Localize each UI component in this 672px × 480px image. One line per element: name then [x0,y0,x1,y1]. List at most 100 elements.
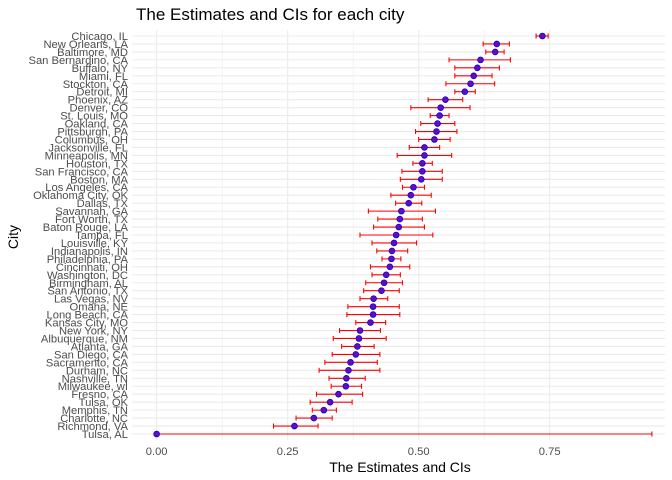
y-tick-label: Stockton, CA [63,79,129,91]
y-tick-label: Houston, TX [66,158,129,170]
estimate-point [407,191,415,199]
estimate-point [396,215,404,223]
estimate-point [386,263,394,271]
y-tick-label: San Bernardino, CA [28,55,128,67]
estimate-point [291,422,298,430]
estimate-point [380,279,388,287]
estimate-point [474,64,481,72]
y-tick-label: Tulsa, AL [82,429,128,441]
estimate-point [461,88,469,96]
estimate-point [356,327,364,334]
estimate-point [347,359,354,366]
estimate-point [367,319,374,326]
y-tick-label: Memphis, TN [62,405,128,417]
estimate-point [153,430,160,438]
estimate-point [342,382,350,390]
estimate-point [326,398,334,406]
y-tick-label: Tampa, FL [75,230,128,242]
y-tick-label: Milwaukee, wI [58,381,128,393]
y-tick-label: Minneapolis, MN [45,150,128,162]
y-tick-label: Boston, MA [70,174,128,186]
y-tick-label: Chicago, IL [71,31,128,43]
estimate-point [388,247,396,255]
estimate-point [310,414,318,422]
y-tick-label: New Orleans, LA [43,39,128,51]
y-tick-label: Las Vegas, NV [54,294,129,306]
estimate-point [421,152,428,159]
y-tick-label: Jacksonville, FL [48,142,128,154]
y-tick-label: St. Louis, MO [60,111,128,123]
estimate-point [419,160,426,167]
x-tick-label: 0.50 [408,446,430,458]
y-tick-label: Phoenix, AZ [68,95,128,107]
y-tick-label: Cincinnati, OH [56,262,128,274]
y-tick-label: Louisville, KY [61,238,129,250]
estimate-point [390,239,398,247]
estimate-point [467,80,474,88]
estimate-point [493,40,501,48]
y-tick-label: Richmond, VA [57,421,128,433]
estimate-point [354,343,361,350]
y-tick-label: New York, NY [59,326,129,338]
x-tick-label: 0.00 [146,446,168,458]
y-tick-label: Denver, CO [70,103,129,115]
estimate-point [382,271,390,279]
y-tick-label: Kansas City, MO [45,318,128,330]
y-tick-label: San Diego, CA [54,349,129,361]
y-tick-label: Pittsburgh, PA [57,127,128,139]
estimate-point [405,199,413,207]
estimate-point [378,287,385,295]
grid [132,30,665,440]
y-tick-label: Atlanta, GA [71,341,129,353]
y-tick-label: Durham, NC [66,365,128,377]
y-tick-label: Albuquerque, NM [41,333,128,345]
y-tick-label: Oakland, CA [65,119,129,131]
estimate-point [398,207,405,215]
y-tick-label: Sacramento, CA [46,357,129,369]
y-tick-label: Detroit, MI [76,87,128,99]
estimate-point [392,231,400,239]
estimate-point [491,48,499,56]
estimate-point [335,390,342,398]
y-tick-label: Omaha, NE [70,302,128,314]
estimate-point [442,96,449,103]
y-tick-label: Charlotte, NC [60,413,128,425]
y-tick-label: Baltimore, MD [57,47,128,59]
estimate-point [343,374,350,382]
estimate-point [417,175,425,183]
y-tick-label: Long Beach, CA [47,310,129,322]
x-tick-label: 0.25 [277,446,299,458]
y-tick-label: Los Angeles, CA [45,182,128,194]
y-tick-label: Fresno, CA [71,389,128,401]
estimate-point [355,335,363,342]
y-tick-label: Baton Rouge, LA [43,222,129,234]
y-tick-label: Fort Worth, TX [55,214,128,226]
y-tick-label: Nashville, TN [62,373,128,385]
y-tick-label: Birmingham, AL [49,278,128,290]
estimate-point [410,183,417,191]
estimate-point [433,128,440,135]
y-tick-label: San Francisco, CA [35,166,129,178]
y-tick-label: Columbus, OH [55,134,128,146]
estimate-point [320,406,328,414]
y-tick-label: Oklahoma City, OK [33,190,128,202]
x-axis-title: The Estimates and CIs [329,459,471,475]
y-tick-label: Tulsa, OK [79,397,129,409]
estimate-point [395,223,403,231]
y-tick-label: Dallas, TX [77,198,129,210]
y-tick-label: Savannah, GA [55,206,128,218]
estimate-point [369,303,377,310]
y-tick-label: Washington, DC [47,270,128,282]
estimate-point [477,56,484,64]
y-tick-label: Indianapolis, IN [51,246,128,258]
y-tick-label: Miami, FL [79,71,128,83]
estimate-points [153,32,546,438]
estimate-point [421,144,428,151]
x-tick-labels: 0.00 0.25 0.50 0.75 [146,446,561,458]
x-tick-label: 0.75 [539,446,561,458]
estimate-point [369,311,377,318]
y-tick-label: San Antonio, TX [47,286,128,298]
estimate-point [434,120,441,127]
